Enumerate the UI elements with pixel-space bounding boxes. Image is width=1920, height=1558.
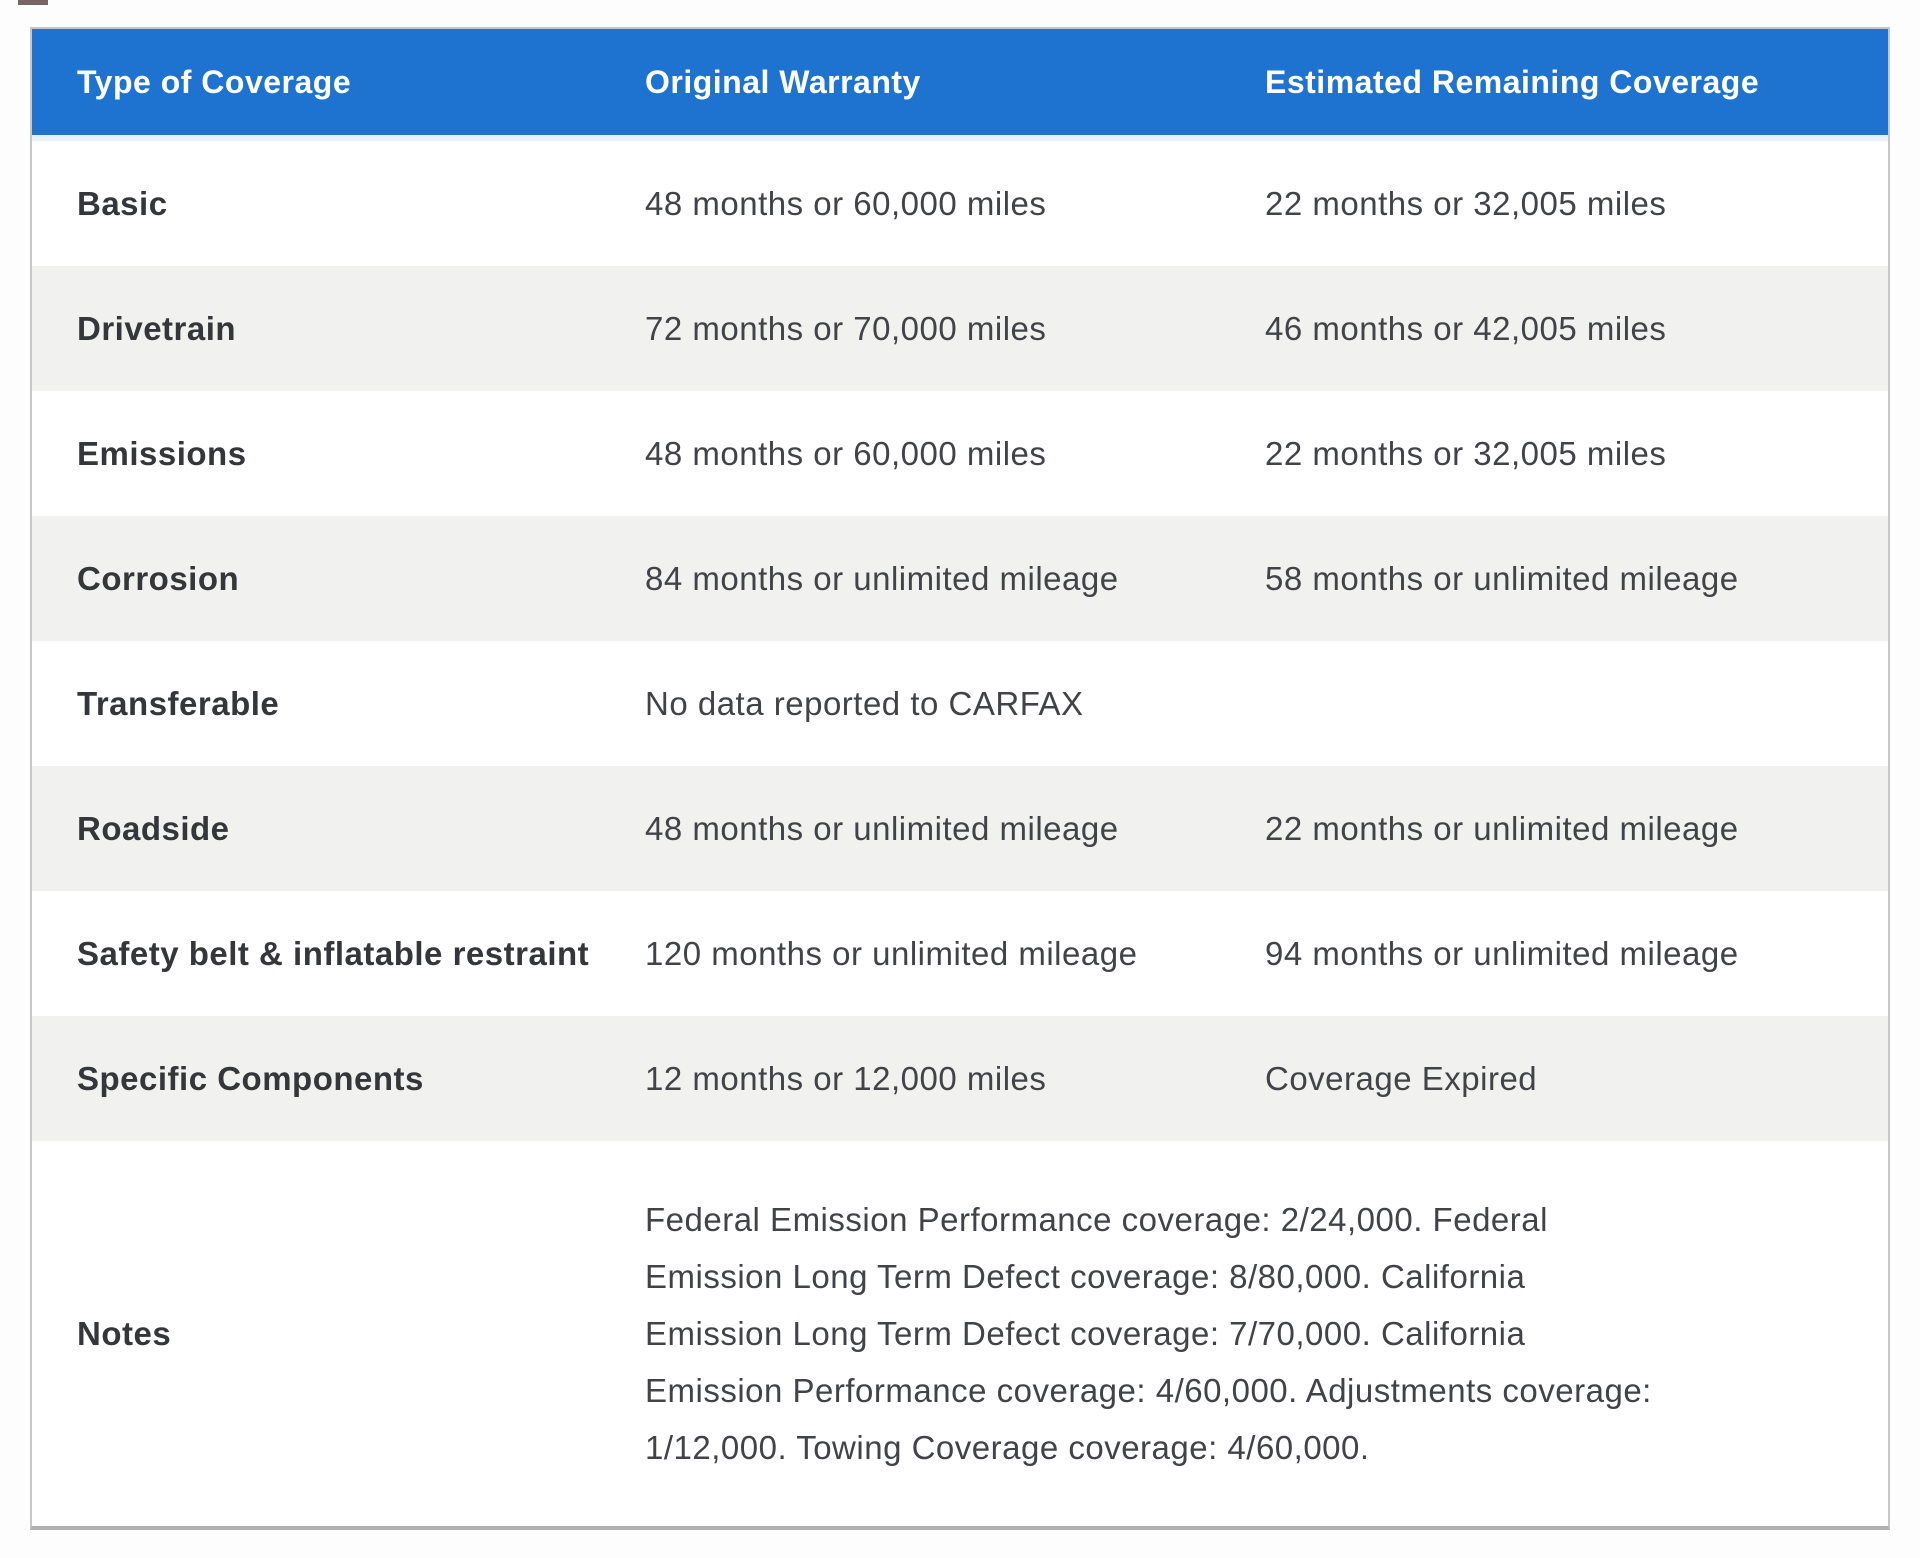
table-row-emissions: Emissions 48 months or 60,000 miles 22 m…	[32, 391, 1888, 516]
remaining-coverage-cell: Coverage Expired	[1220, 1016, 1888, 1141]
table-row-safety-belt: Safety belt & inflatable restraint 120 m…	[32, 891, 1888, 1016]
table-header: Type of Coverage Original Warranty Estim…	[32, 29, 1888, 141]
remaining-coverage-cell	[1220, 641, 1888, 766]
original-warranty-cell: 84 months or unlimited mileage	[600, 516, 1220, 641]
coverage-type-cell: Notes	[77, 1314, 172, 1352]
header-type-of-coverage: Type of Coverage	[32, 29, 600, 141]
original-warranty-cell: No data reported to CARFAX	[645, 684, 1084, 722]
warranty-coverage-table: Type of Coverage Original Warranty Estim…	[30, 27, 1890, 1530]
coverage-type-cell: Basic	[77, 184, 168, 222]
original-warranty-cell: 72 months or 70,000 miles	[600, 266, 1220, 391]
coverage-type-cell: Corrosion	[32, 516, 600, 641]
scan-artifact	[18, 0, 48, 5]
notes-cell: Federal Emission Performance coverage: 2…	[600, 1141, 1888, 1526]
original-warranty-cell: 12 months or 12,000 miles	[600, 1016, 1220, 1141]
table-row-basic: Basic 48 months or 60,000 miles 22 month…	[32, 141, 1888, 266]
original-warranty-cell: 48 months or 60,000 miles	[645, 184, 1047, 222]
original-warranty-cell: 48 months or unlimited mileage	[600, 766, 1220, 891]
remaining-coverage-cell: 94 months or unlimited mileage	[1265, 934, 1739, 972]
coverage-type-cell: Emissions	[77, 434, 247, 472]
remaining-coverage-cell: 22 months or 32,005 miles	[1265, 434, 1667, 472]
header-row: Type of Coverage Original Warranty Estim…	[32, 29, 1888, 141]
original-warranty-cell: 48 months or 60,000 miles	[645, 434, 1047, 472]
coverage-type-cell: Drivetrain	[32, 266, 600, 391]
coverage-type-cell: Roadside	[32, 766, 600, 891]
table-row-roadside: Roadside 48 months or unlimited mileage …	[32, 766, 1888, 891]
table-row-notes: Notes Federal Emission Performance cover…	[32, 1141, 1888, 1526]
original-warranty-cell: 120 months or unlimited mileage	[645, 934, 1138, 972]
header-estimated-remaining-coverage: Estimated Remaining Coverage	[1220, 29, 1888, 141]
remaining-coverage-cell: 22 months or unlimited mileage	[1220, 766, 1888, 891]
table-row-drivetrain: Drivetrain 72 months or 70,000 miles 46 …	[32, 266, 1888, 391]
remaining-coverage-cell: 22 months or 32,005 miles	[1265, 184, 1667, 222]
remaining-coverage-cell: 46 months or 42,005 miles	[1220, 266, 1888, 391]
coverage-type-cell: Transferable	[77, 684, 280, 722]
table-row-specific-components: Specific Components 12 months or 12,000 …	[32, 1016, 1888, 1141]
header-original-warranty: Original Warranty	[600, 29, 1220, 141]
coverage-type-cell: Safety belt & inflatable restraint	[77, 934, 590, 972]
remaining-coverage-cell: 58 months or unlimited mileage	[1220, 516, 1888, 641]
coverage-type-cell: Specific Components	[32, 1016, 600, 1141]
table-row-transferable: Transferable No data reported to CARFAX	[32, 641, 1888, 766]
notes-text: Federal Emission Performance coverage: 2…	[645, 1201, 1652, 1466]
table-row-corrosion: Corrosion 84 months or unlimited mileage…	[32, 516, 1888, 641]
